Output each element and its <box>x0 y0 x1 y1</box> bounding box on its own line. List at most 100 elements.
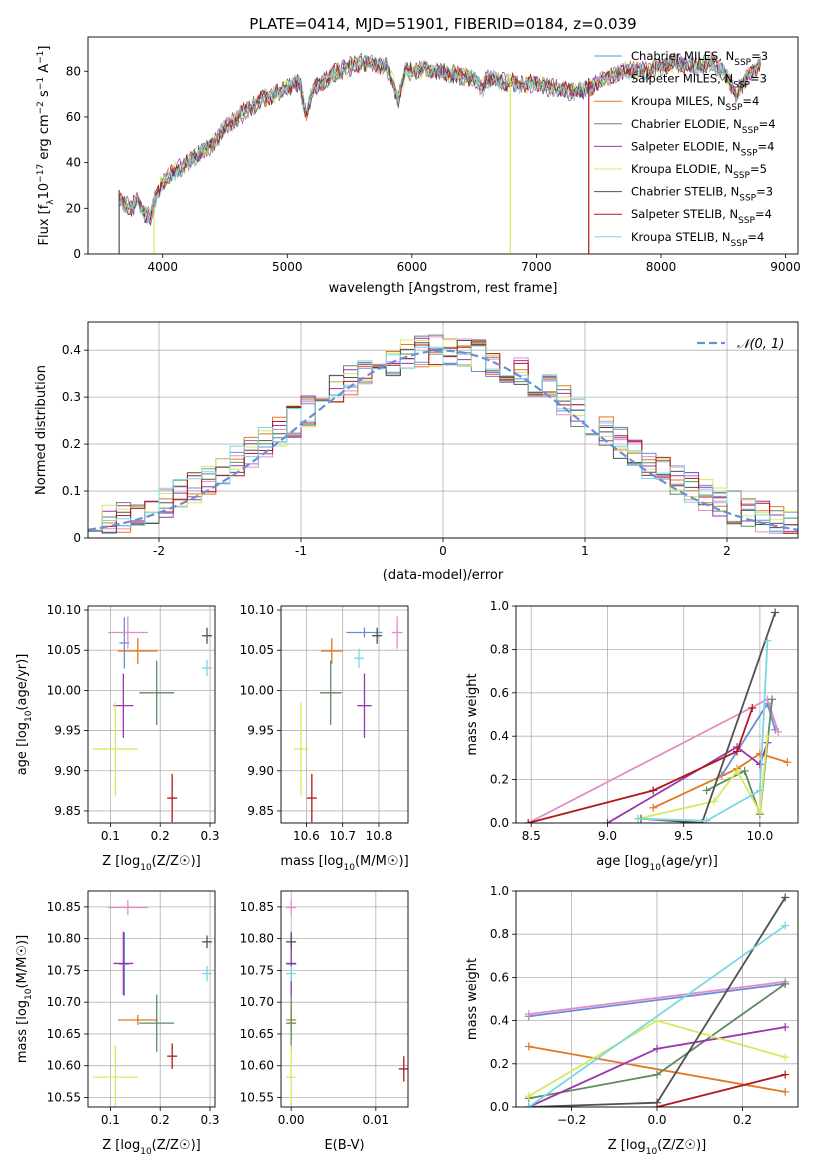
y-tick-label: 9.90 <box>247 764 274 778</box>
weight-marker-kroupa-stelib <box>633 814 642 823</box>
y-tick-label: 10.00 <box>47 683 81 697</box>
legend-label-kroupa-stelib: Kroupa STELIB, NSSP=4 <box>631 230 764 249</box>
errorbar-kroupa-miles <box>320 638 343 664</box>
mass_vs_z-ylabel: mass [log10(M/M☉)] <box>15 935 34 1063</box>
weight-marker-salpeter-miles <box>524 1010 533 1019</box>
age_vs_mass-axes: 10.6 10.7 10.8 9.85 9.90 9.95 10.00 10.05 10.10 <box>240 603 408 843</box>
y-tick-label: 0.4 <box>490 729 509 743</box>
x-tick-label: 0.00 <box>278 1113 305 1127</box>
errorbar-salpeter-miles <box>391 616 403 649</box>
weight-marker-salpeter-elodie <box>781 1023 790 1032</box>
y-tick-label: 10.85 <box>240 900 274 914</box>
y-tick-label: 10.00 <box>240 683 274 697</box>
weight-marker-kroupa-miles <box>783 758 792 767</box>
legend-label-salpeter-stelib: Salpeter STELIB, NSSP=4 <box>631 207 772 226</box>
age_vs_mass-xlabel: mass [log10(M/M☉)] <box>280 854 408 873</box>
legend-label-kroupa-elodie: Kroupa ELODIE, NSSP=5 <box>631 162 767 181</box>
x-tick-label: 0.3 <box>200 1113 219 1127</box>
y-tick-label: 10.55 <box>47 1090 81 1104</box>
weight-line-chabrier-miles <box>528 983 786 1018</box>
errorbar-kroupa-elodie <box>92 702 138 796</box>
y-tick-label: 10.55 <box>240 1090 274 1104</box>
weight-line-kroupa-stelib <box>528 924 786 1107</box>
weight-marker-kroupa-elodie <box>781 1053 790 1062</box>
y-tick-label: 0.2 <box>62 437 81 451</box>
errorbar-chabrier-elodie <box>286 994 297 1052</box>
weight-marker-chabrier-elodie <box>702 786 711 795</box>
y-tick-label: 10.70 <box>47 995 81 1009</box>
y-tick-label: 0 <box>73 247 81 261</box>
weight-marker-chabrier-elodie <box>781 979 790 988</box>
x-tick-label: 0.1 <box>101 829 120 843</box>
y-tick-label: 10.10 <box>47 603 81 617</box>
weight-marker-kroupa-miles <box>649 803 658 812</box>
weight-marker-kroupa-elodie <box>763 732 772 741</box>
x-tick-label: 0 <box>439 544 447 558</box>
weight_vs_z-xlabel: Z [log10(Z/Z☉)] <box>608 1138 706 1157</box>
errorbar-chabrier-stelib <box>286 935 297 949</box>
weight-line-salpeter-elodie <box>607 742 769 823</box>
x-tick-label: 10.0 <box>747 829 774 843</box>
errorbar-salpeter-miles <box>107 616 148 649</box>
y-tick-label: 0.6 <box>490 686 509 700</box>
y-tick-label: 0.4 <box>62 343 81 357</box>
spectrum-axes: 4000 5000 6000 7000 8000 9000 0 20 40 60 80 <box>66 64 801 274</box>
residuals-axes: -2 -1 0 1 2 0 0.1 0.2 0.3 0.4 <box>62 322 798 558</box>
age_vs_z-frame <box>87 605 216 824</box>
histogram-kroupa-stelib <box>88 345 798 533</box>
y-tick-label: 10.10 <box>240 603 274 617</box>
y-tick-label: 0.6 <box>490 970 509 984</box>
y-tick-label: 0.0 <box>490 816 509 830</box>
errorbar-salpeter-stelib <box>306 773 317 823</box>
weight-marker-salpeter-stelib <box>781 1070 790 1079</box>
weight-marker-chabrier-elodie <box>653 1070 661 1079</box>
y-tick-label: 40 <box>66 156 81 170</box>
x-tick-label: 7000 <box>521 260 552 274</box>
weight-marker-chabrier-elodie <box>740 766 749 775</box>
x-tick-label: 5000 <box>272 260 303 274</box>
mass_vs_ebv-xlabel: E(B-V) <box>324 1138 364 1153</box>
legend-label-salpeter-elodie: Salpeter ELODIE, NSSP=4 <box>631 139 774 158</box>
weight-marker-salpeter-elodie <box>653 1044 661 1053</box>
y-tick-label: 10.60 <box>240 1059 274 1073</box>
x-tick-label: 9000 <box>770 260 801 274</box>
y-tick-label: 1.0 <box>490 884 509 898</box>
y-tick-label: 0.3 <box>62 390 81 404</box>
mass_vs_z-frame <box>87 890 216 1108</box>
x-tick-label: 1 <box>581 544 589 558</box>
y-tick-label: 10.75 <box>240 963 274 977</box>
errorbar-chabrier-stelib <box>372 627 383 644</box>
y-tick-label: 0.0 <box>490 1100 509 1114</box>
legend-label-kroupa-miles: Kroupa MILES, NSSP=4 <box>631 94 759 113</box>
weight-line-salpeter-stelib <box>656 1073 786 1107</box>
y-tick-label: 10.65 <box>240 1027 274 1041</box>
y-tick-label: 1.0 <box>490 599 509 613</box>
mass_vs_z-xlabel: Z [log10(Z/Z☉)] <box>102 1138 200 1157</box>
weight-marker-kroupa-elodie <box>710 797 719 806</box>
errorbar-chabrier-elodie <box>139 660 175 725</box>
weight-marker-chabrier-elodie <box>768 695 777 704</box>
weight-marker-kroupa-stelib <box>755 786 764 795</box>
errorbar-kroupa-elodie <box>293 702 309 796</box>
weight_vs_age-frame <box>515 605 799 824</box>
y-tick-label: 10.80 <box>47 932 81 946</box>
legend-label-salpeter-miles: Salpeter MILES, NSSP=3 <box>631 72 767 91</box>
y-tick-label: 10.80 <box>240 932 274 946</box>
spectrum-line-kroupa-stelib <box>118 54 761 222</box>
errorbar-chabrier-elodie <box>319 660 342 725</box>
x-tick-label: 8000 <box>646 260 677 274</box>
mass_vs_z-axes: 0.1 0.2 0.3 10.55 10.60 10.65 10.70 10.75 10.80 1… <box>47 891 220 1127</box>
errorbar-kroupa-stelib <box>202 965 213 982</box>
y-tick-label: 80 <box>66 64 81 78</box>
age_vs_z-ylabel: age [log10(age/yr)] <box>15 654 34 776</box>
y-tick-label: 10.85 <box>47 900 81 914</box>
x-tick-label: 0.3 <box>200 829 219 843</box>
x-tick-label: 10.8 <box>366 829 393 843</box>
errorbar-salpeter-elodie <box>357 673 372 738</box>
age_vs_mass-frame <box>280 605 409 824</box>
x-tick-label: 0.0 <box>647 1113 666 1127</box>
y-tick-label: 10.05 <box>240 643 274 657</box>
errorbar-chabrier-elodie <box>139 994 175 1052</box>
errorbar-kroupa-elodie <box>92 1045 138 1107</box>
